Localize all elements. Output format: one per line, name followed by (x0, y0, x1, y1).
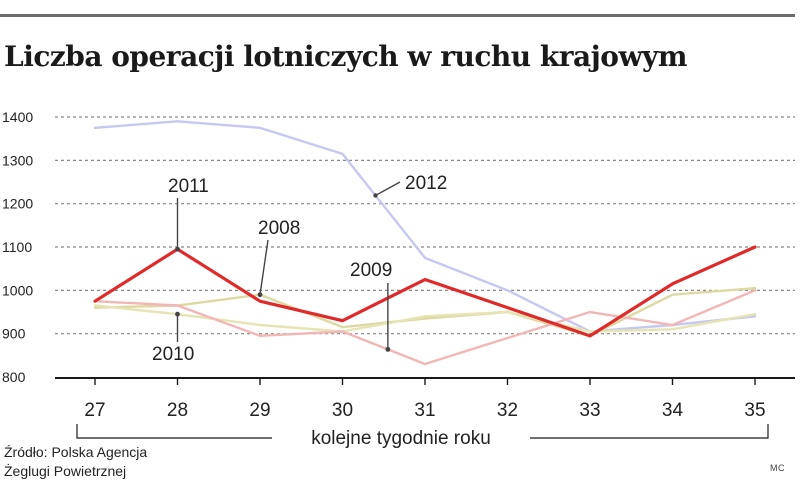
top-rule (0, 14, 795, 17)
x-tick-label-35: 35 (744, 400, 765, 421)
leader-2008 (259, 239, 269, 295)
series-label-2008: 2008 (258, 218, 300, 239)
leader-2012 (375, 181, 401, 197)
chart-title: Liczba operacji lotniczych w ruchu krajo… (4, 40, 687, 73)
leader-dot-2011 (175, 246, 180, 252)
series-line-2012 (93, 120, 757, 333)
series-label-2012: 2012 (405, 173, 447, 194)
series-line-2009 (93, 289, 757, 366)
x-tick-label-33: 33 (579, 400, 600, 421)
source-line-2: Żeglugi Powietrznej (4, 463, 127, 479)
y-tick-label-900: 900 (2, 326, 26, 342)
x-tick-label-31: 31 (414, 400, 435, 421)
x-tick-label-27: 27 (84, 400, 105, 421)
x-tick-label-28: 28 (167, 400, 188, 421)
y-tick-label-1100: 1100 (2, 239, 32, 255)
x-tick-label-32: 32 (497, 400, 518, 421)
source-note: Źródło: Polska Agencja Żeglugi Powietrzn… (4, 443, 147, 481)
series-line-2008 (93, 286, 757, 338)
y-tick-label-1400: 1400 (2, 109, 33, 125)
series-label-2011: 2011 (168, 176, 209, 197)
series-line-2010 (93, 304, 757, 333)
x-tick-label-29: 29 (249, 400, 270, 421)
series-label-2009: 2009 (350, 260, 392, 281)
x-bracket-right (530, 424, 769, 439)
leader-dot-2008 (257, 292, 263, 298)
series-line-2011 (93, 245, 757, 338)
x-tick-label-30: 30 (332, 400, 353, 421)
x-tick-label-34: 34 (662, 400, 684, 421)
source-line-1: Źródło: Polska Agencja (4, 444, 148, 460)
author-credit: MC (770, 463, 785, 473)
x-bracket-left (76, 424, 272, 439)
y-tick-label-1000: 1000 (2, 282, 33, 298)
series-label-2010: 2010 (152, 344, 194, 365)
y-tick-label-1200: 1200 (2, 196, 33, 212)
leader-dot-2012 (373, 193, 378, 198)
leader-dot-2010 (175, 311, 180, 317)
y-tick-label-800: 800 (2, 369, 26, 385)
leader-dot-2009 (385, 346, 391, 352)
y-tick-label-1300: 1300 (2, 152, 33, 168)
x-axis-title: kolejne tygodnie roku (311, 428, 491, 449)
